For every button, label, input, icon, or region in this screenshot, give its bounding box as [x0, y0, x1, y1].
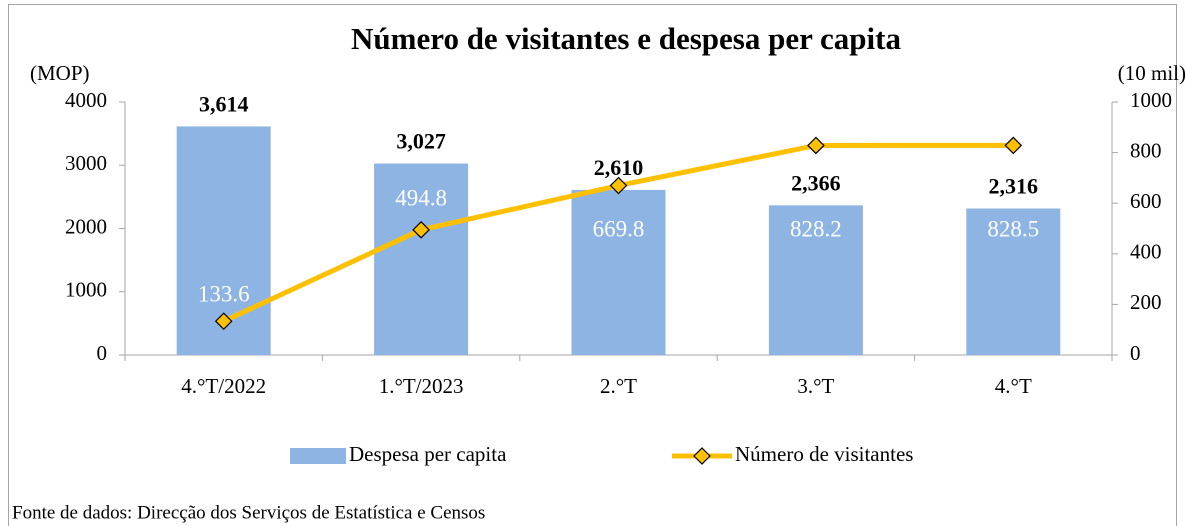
x-tick-label: 1.°T/2023 [379, 374, 464, 398]
y2-tick-label: 0 [1130, 341, 1141, 365]
line-marker [214, 312, 233, 331]
y-tick-label: 1000 [65, 278, 107, 302]
legend-swatch [290, 448, 346, 464]
y-tick-label: 2000 [65, 214, 107, 238]
bar-value-label: 2,610 [594, 155, 644, 180]
x-tick-label: 4.°T/2022 [181, 374, 266, 398]
y-tick-label: 4000 [65, 88, 107, 112]
legend-marker [693, 447, 711, 465]
line-value-label: 133.6 [198, 281, 250, 306]
y-tick-label: 0 [97, 341, 108, 365]
legend-label: Número de visitantes [735, 442, 913, 466]
line-value-label: 669.8 [593, 216, 645, 241]
line-value-label: 828.2 [790, 216, 842, 241]
bar-value-label: 3,614 [199, 91, 249, 116]
y-tick-label: 3000 [65, 151, 107, 175]
x-tick-label: 2.°T [600, 374, 637, 398]
line-marker [609, 176, 628, 195]
bar-value-label: 2,316 [989, 174, 1039, 199]
x-tick-label: 3.°T [797, 374, 834, 398]
bar [374, 163, 469, 355]
bar [768, 205, 863, 355]
line-marker [807, 136, 825, 155]
y2-tick-label: 600 [1130, 189, 1162, 213]
x-tick-label: 4.°T [995, 374, 1032, 398]
y2-tick-label: 800 [1130, 138, 1162, 162]
y-axis-label: (MOP) [30, 61, 90, 85]
line-value-label: 494.8 [395, 185, 447, 210]
bar-value-label: 2,366 [791, 170, 841, 195]
source-note: Fonte de dados: Direcção dos Serviços de… [12, 502, 485, 523]
line-marker [1004, 136, 1023, 155]
y2-tick-label: 400 [1130, 240, 1162, 264]
bar [571, 189, 666, 355]
y2-axis-label: (10 mil) [1118, 61, 1186, 85]
line-value-label: 828.5 [987, 216, 1039, 241]
y2-tick-label: 200 [1130, 290, 1162, 314]
chart-title: Número de visitantes e despesa per capit… [351, 21, 901, 56]
y2-tick-label: 1000 [1130, 88, 1172, 112]
legend-label: Despesa per capita [349, 442, 507, 466]
bar [966, 208, 1061, 355]
line-marker [412, 220, 430, 239]
bar-value-label: 3,027 [396, 129, 446, 154]
